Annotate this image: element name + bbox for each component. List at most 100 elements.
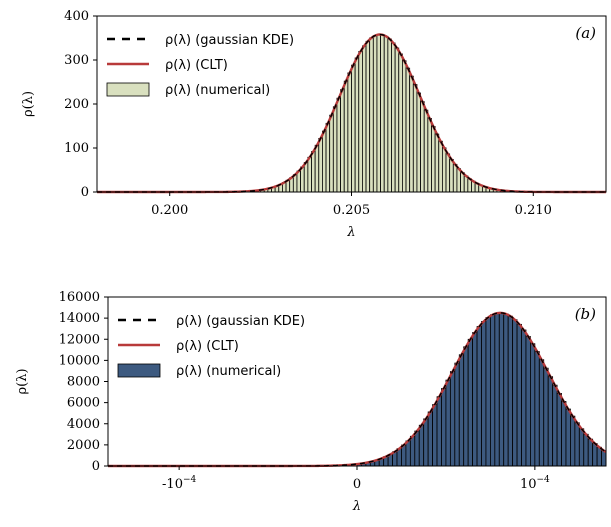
legend-label: ρ(λ) (numerical) xyxy=(176,364,281,379)
histogram-bar xyxy=(587,438,594,467)
histogram-bar xyxy=(398,53,403,193)
histogram-bar xyxy=(396,448,402,467)
histogram-bar xyxy=(401,60,407,193)
histogram-bar xyxy=(401,444,407,467)
histogram-bar xyxy=(561,401,567,467)
x-tick-label: 0 xyxy=(353,477,361,492)
legend-swatch xyxy=(117,363,161,378)
legend-label: ρ(λ) (gaussian KDE) xyxy=(176,314,305,329)
histogram-bar xyxy=(434,133,440,193)
histogram-bar xyxy=(409,435,416,467)
x-axis-label: λ xyxy=(346,225,355,240)
y-tick-label: 12000 xyxy=(59,332,100,347)
histogram-bar xyxy=(362,45,367,193)
y-tick-label: 400 xyxy=(64,9,89,24)
histogram-bar xyxy=(538,359,545,467)
histogram-bar xyxy=(372,35,378,193)
chart-panel-a: 0 100 200 300 400 0.200 0.205 0.210 λ ρ(λ) (a) ρ(λ)… xyxy=(21,9,607,240)
legend-swatch xyxy=(106,82,150,97)
histogram-bar xyxy=(574,422,580,467)
histogram-bar xyxy=(463,346,469,467)
histogram-bar xyxy=(325,122,331,193)
histogram-bar xyxy=(512,319,518,467)
x-tick-label: 0.205 xyxy=(333,203,370,218)
histogram-bar xyxy=(387,38,392,193)
y-tick-label: 6000 xyxy=(67,396,100,411)
histogram-bar xyxy=(358,51,363,193)
histogram-bar xyxy=(460,172,465,193)
histogram-bar xyxy=(521,329,527,467)
histogram-bar xyxy=(552,384,558,467)
x-tick-label: 0.210 xyxy=(515,203,552,218)
histogram-bar xyxy=(311,151,316,193)
histogram-bar xyxy=(354,57,360,193)
histogram-bar xyxy=(498,312,505,467)
histogram-bar xyxy=(412,84,418,193)
panel-label: (a) xyxy=(575,24,596,42)
histogram-bar xyxy=(565,408,571,467)
histogram-bar xyxy=(583,433,589,467)
legend-label: ρ(λ) (numerical) xyxy=(165,83,270,98)
histogram-bar xyxy=(494,312,500,467)
histogram-bar xyxy=(556,393,562,467)
histogram-bars xyxy=(356,312,607,467)
histogram-bar xyxy=(534,351,540,467)
histogram-bar xyxy=(314,144,320,193)
histogram-bar xyxy=(449,371,456,467)
histogram-bar xyxy=(416,92,421,193)
legend-label: ρ(λ) (CLT) xyxy=(165,58,228,73)
histogram-bar xyxy=(570,415,576,467)
histogram-bar xyxy=(343,80,349,193)
y-axis-label: ρ(λ) xyxy=(15,368,30,394)
histogram-bar xyxy=(481,321,487,467)
y-tick-label: 8000 xyxy=(67,375,100,390)
histogram-bar xyxy=(489,314,496,467)
histogram-bar xyxy=(452,163,458,193)
histogram-bar xyxy=(420,101,425,193)
x-axis-label: λ xyxy=(352,499,361,514)
histogram-bar xyxy=(380,34,385,193)
histogram-bar xyxy=(376,34,381,193)
histogram-bar xyxy=(458,354,465,467)
y-tick-label: 0 xyxy=(92,459,100,474)
legend-label: ρ(λ) (gaussian KDE) xyxy=(165,33,294,48)
histogram-bar xyxy=(423,109,429,193)
x-tick-label: 0.200 xyxy=(151,203,188,218)
y-tick-label: 4000 xyxy=(67,417,100,432)
histogram-bars xyxy=(260,34,516,193)
histogram-bar xyxy=(456,168,461,193)
histogram-bar xyxy=(578,428,585,467)
histogram-bar xyxy=(445,379,451,467)
histogram-bar xyxy=(365,40,371,193)
histogram-bar xyxy=(414,430,420,467)
histogram-bar xyxy=(332,106,338,193)
histogram-bar xyxy=(351,64,356,193)
histogram-bar xyxy=(418,424,425,467)
histogram-bar xyxy=(300,166,305,193)
histogram-bar xyxy=(596,446,602,467)
histogram-bar xyxy=(592,443,598,467)
legend: ρ(λ) (gaussian KDE) ρ(λ) (CLT) ρ(λ) (numer… xyxy=(106,33,294,98)
histogram-bar xyxy=(432,404,438,467)
histogram-bar xyxy=(516,323,522,467)
y-tick-label: 300 xyxy=(64,53,89,68)
histogram-bar xyxy=(547,376,554,467)
histogram-bar xyxy=(427,118,432,193)
histogram-bar xyxy=(427,411,433,467)
y-tick-label: 200 xyxy=(64,97,89,112)
y-tick-label: 0 xyxy=(81,185,89,200)
chart-panel-b: 0 2000 4000 6000 8000 10000 12000 14000 16000 -10… xyxy=(15,290,607,514)
histogram-bar xyxy=(329,114,334,193)
y-axis-label: ρ(λ) xyxy=(21,91,36,117)
y-tick-label: 2000 xyxy=(67,438,100,453)
histogram-bar xyxy=(454,362,460,467)
x-tick-label: 10−4 xyxy=(520,475,550,492)
histogram-bar xyxy=(445,153,451,193)
histogram-bar xyxy=(307,156,312,193)
histogram-bar xyxy=(438,140,443,193)
histogram-bar xyxy=(472,332,478,467)
histogram-bar xyxy=(405,67,411,193)
y-tick-label: 16000 xyxy=(59,290,100,305)
histogram-bar xyxy=(336,97,341,193)
